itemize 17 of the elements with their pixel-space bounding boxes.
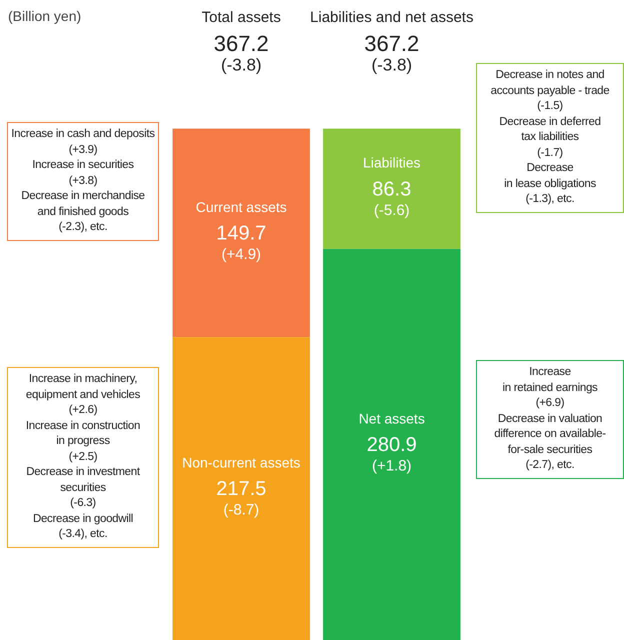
total-label: 367.2 (-3.8) [364,31,420,75]
text: Increase in cash and deposits (+3.9) Increase in securities (+3.8) Decrease in merchandise and finished goods (-2.3), etc. [7,122,159,240]
data-label: 217.5 (-8.7) [216,478,266,519]
series-label: Net assets [358,410,425,426]
text: Decrease in notes and accounts payable - trade (-1.5) Decrease in deferred tax liabilities (-1.7) Decrease in lease obligations (-1.3), etc. [490,69,610,205]
data-label: 86.3 (-5.6) [372,178,412,219]
text: Increase in machinery, equipment and vehicles (+2.6) Increase in construction in progress (+2.5) Decrease in investment securities (-6.3) Decrease in goodwill (-3.4), etc. [26,373,140,540]
data-label: 149.7 (+4.9) [216,222,266,264]
series-label: Current assets [196,198,287,215]
x-tick-label: Liabilities and net assets [310,9,474,26]
data-label: 280.9 (+1.8) [366,434,417,475]
x-tick-label: Total assets [202,9,281,26]
series-label: Non-current assets [182,454,300,470]
series-label: Liabilities [362,154,421,171]
text: (Billion yen) [8,8,82,24]
total-label: 367.2 (-3.8) [214,31,269,75]
text: Increase in retained earnings (+6.9) Decrease in valuation difference on available- for-sale securities (-2.7), etc. [476,360,624,478]
